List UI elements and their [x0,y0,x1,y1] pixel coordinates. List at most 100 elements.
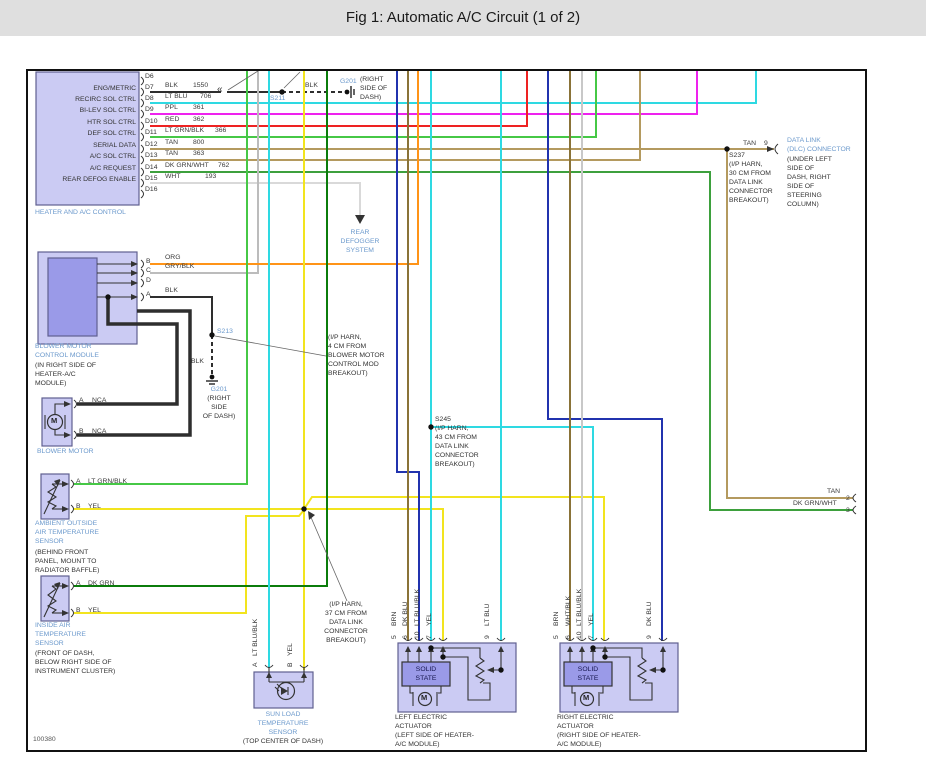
heater-pin-id: D15 [145,175,158,182]
inside-sensor-location: (FRONT OF DASH, BELOW RIGHT SIDE OF INST… [35,650,116,675]
heater-pin-function: REAR DEFOG ENABLE [62,176,136,183]
heater-pin-bracket-icon [140,144,144,154]
module-pin-bracket-icon [140,259,144,269]
actuator-pin-bracket-icon [565,637,575,641]
wire-red [150,71,528,127]
blower-motor-name: BLOWER MOTOR [37,448,94,455]
sensor-pin-bracket-icon [70,608,74,618]
blower-module-inner-box [47,257,98,337]
blower-module-name: BLOWER MOTOR CONTROL MODULE [35,343,99,359]
callout-leader-line [283,71,301,89]
motor-pin-bracket-icon [73,399,77,409]
heater-pin-function: RECIRC SOL CTRL [75,96,136,103]
wire-dk-blu [547,71,663,641]
actuator-pin-arrow-icon [660,646,666,652]
sun-load-wire-color: YEL [287,643,294,656]
junction-dot [105,294,111,300]
sun-load-sensor-location: (TOP CENTER OF DASH) [242,738,324,745]
ambient-sensor-location: (BEHIND FRONT PANEL, MOUNT TO RADIATOR B… [35,549,100,574]
inside-pin-id: A [76,580,81,587]
actuator-pin-arrow-icon [405,646,411,652]
rear-defogger-arrow-icon [355,215,365,224]
dlc-wire-label: TAN [743,140,757,147]
module-pin-id: A [146,291,151,298]
heater-wire-color: BLK [165,82,178,89]
wire-gry-blk [150,71,259,274]
left-actuator-pin-id: 9 [484,635,491,639]
heater-pin-id: D9 [145,106,154,113]
exit-tan-pin: 2 [846,495,850,502]
wire-dk-grn [74,71,328,587]
sensor-pin-arrow-icon [62,610,69,616]
wire-ppl [150,71,698,115]
wire-lt-blu [150,71,757,104]
splice-s213-label: S213 [217,328,233,335]
exit-tan-bracket-icon [852,493,857,503]
heater-pin-id: D16 [145,186,158,193]
heater-pin-id: D7 [145,84,154,91]
dlc-pin-label: 9 [764,140,768,147]
motor-pin-id: B [79,428,84,435]
left-actuator-wire-color: LT BLU [484,603,491,626]
right-actuator-wire-color: YEL [588,613,595,626]
wire-lt-grn-blk [150,71,597,138]
actuator-pin-bracket-icon [600,637,610,641]
actuator-pin-arrow-icon [579,646,585,652]
actuator-pin-arrow-icon [498,646,504,652]
junction-dot [209,332,215,338]
splice-s258-note: (I/P HARN, 37 CM FROM DATA LINK CONNECTO… [324,601,368,644]
ambient-wire-color: LT GRN/BLK [88,478,128,485]
actuator-pin-arrow-icon [440,646,446,652]
heater-pin-bracket-icon [140,189,144,199]
left-actuator-motor-icon [417,691,433,707]
heater-pin-bracket-icon [140,167,144,177]
heater-circuit-number: 363 [193,150,205,157]
ground-g201-top-icon [344,89,350,95]
heater-wire-color: WHT [165,173,181,180]
heater-wire-color: LT BLU [165,93,188,100]
right-actuator-motor-icon [579,691,595,707]
junction-dot [440,654,446,660]
right-actuator-solid-state-box [563,661,613,687]
junction-dot [428,645,434,651]
heater-wire-color: TAN [165,139,179,146]
heater-circuit-number: 800 [193,139,205,146]
wire-wht [150,182,361,215]
left-actuator-wire-color: YEL [426,613,433,626]
heater-pin-function: A/C SOL CTRL [89,153,136,160]
figure-title: Fig 1: Automatic A/C Circuit (1 of 2) [345,9,581,26]
sun-load-pin-bracket-icon [264,664,274,668]
exit-grn-wire-label: DK GRN/WHT [793,500,837,507]
wire-yel [74,509,305,614]
sun-load-pin-bracket-icon [299,664,309,668]
actuator-pin-bracket-icon [414,637,424,641]
actuator-pin-bracket-icon [438,637,448,641]
component-internal-line [636,657,648,684]
dlc-wire-arrow-icon [767,146,774,152]
left-actuator-solid-state-label: SOLID STATE [415,666,437,682]
dlc-bracket-icon [774,143,779,155]
blower-module-location: (IN RIGHT SIDE OF HEATER-A/C MODULE) [35,362,97,387]
exit-grn-pin: 3 [846,507,850,514]
sun-load-pin-arrow-icon [301,672,307,678]
ambient-thermistor-arrow-icon [54,479,60,486]
heater-pin-function: DEF SOL CTRL [87,130,136,137]
right-actuator-wire-color: WHT/BLK [565,595,572,626]
heater-wire-color: LT GRN/BLK [165,127,205,134]
heater-circuit-number: 193 [205,173,217,180]
ground-g201-top-location: (RIGHT SIDE OF DASH) [360,76,388,101]
module-wire-color: ORG [165,254,181,261]
heater-pin-id: D6 [145,73,154,80]
actuator-pin-arrow-icon [567,646,573,652]
splice-s245-note: S245 (I/P HARN, 43 CM FROM DATA LINK CON… [435,416,479,468]
blower-motor-symbol-icon [46,413,64,431]
rear-defogger-label: REAR DEFOGGER SYSTEM [340,229,380,254]
left-actuator-solid-state-box [401,661,451,687]
right-actuator-wire-color: BRN [553,611,560,626]
heater-pin-id: D14 [145,164,158,171]
heater-pin-bracket-icon [140,155,144,165]
module-pin-arrow-icon [131,294,138,300]
heater-pin-bracket-icon [140,121,144,131]
diagram-border [26,69,867,752]
